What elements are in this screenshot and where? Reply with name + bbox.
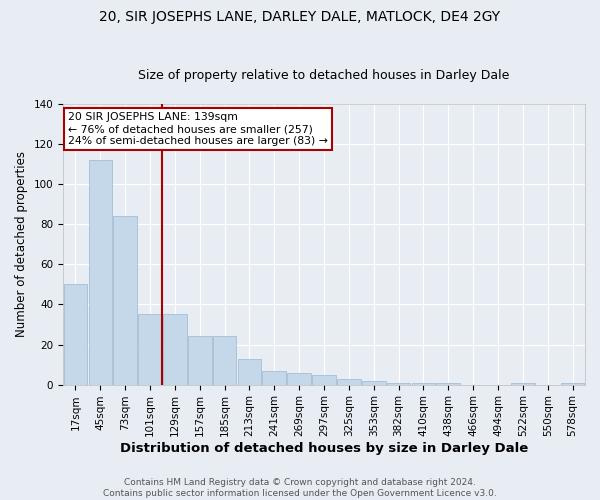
Bar [238, 358, 261, 384]
X-axis label: Distribution of detached houses by size in Darley Dale: Distribution of detached houses by size … [120, 442, 528, 455]
Bar [387, 382, 410, 384]
Bar [287, 372, 311, 384]
Bar [362, 380, 386, 384]
Bar [213, 336, 236, 384]
Bar [561, 382, 584, 384]
Bar [138, 314, 162, 384]
Bar [312, 374, 336, 384]
Bar [436, 382, 460, 384]
Bar [163, 314, 187, 384]
Bar [262, 370, 286, 384]
Bar [337, 378, 361, 384]
Bar [64, 284, 87, 384]
Text: 20, SIR JOSEPHS LANE, DARLEY DALE, MATLOCK, DE4 2GY: 20, SIR JOSEPHS LANE, DARLEY DALE, MATLO… [100, 10, 500, 24]
Bar [89, 160, 112, 384]
Text: Contains HM Land Registry data © Crown copyright and database right 2024.
Contai: Contains HM Land Registry data © Crown c… [103, 478, 497, 498]
Bar [511, 382, 535, 384]
Y-axis label: Number of detached properties: Number of detached properties [15, 152, 28, 338]
Bar [188, 336, 212, 384]
Title: Size of property relative to detached houses in Darley Dale: Size of property relative to detached ho… [139, 69, 510, 82]
Bar [412, 382, 435, 384]
Text: 20 SIR JOSEPHS LANE: 139sqm
← 76% of detached houses are smaller (257)
24% of se: 20 SIR JOSEPHS LANE: 139sqm ← 76% of det… [68, 112, 328, 146]
Bar [113, 216, 137, 384]
